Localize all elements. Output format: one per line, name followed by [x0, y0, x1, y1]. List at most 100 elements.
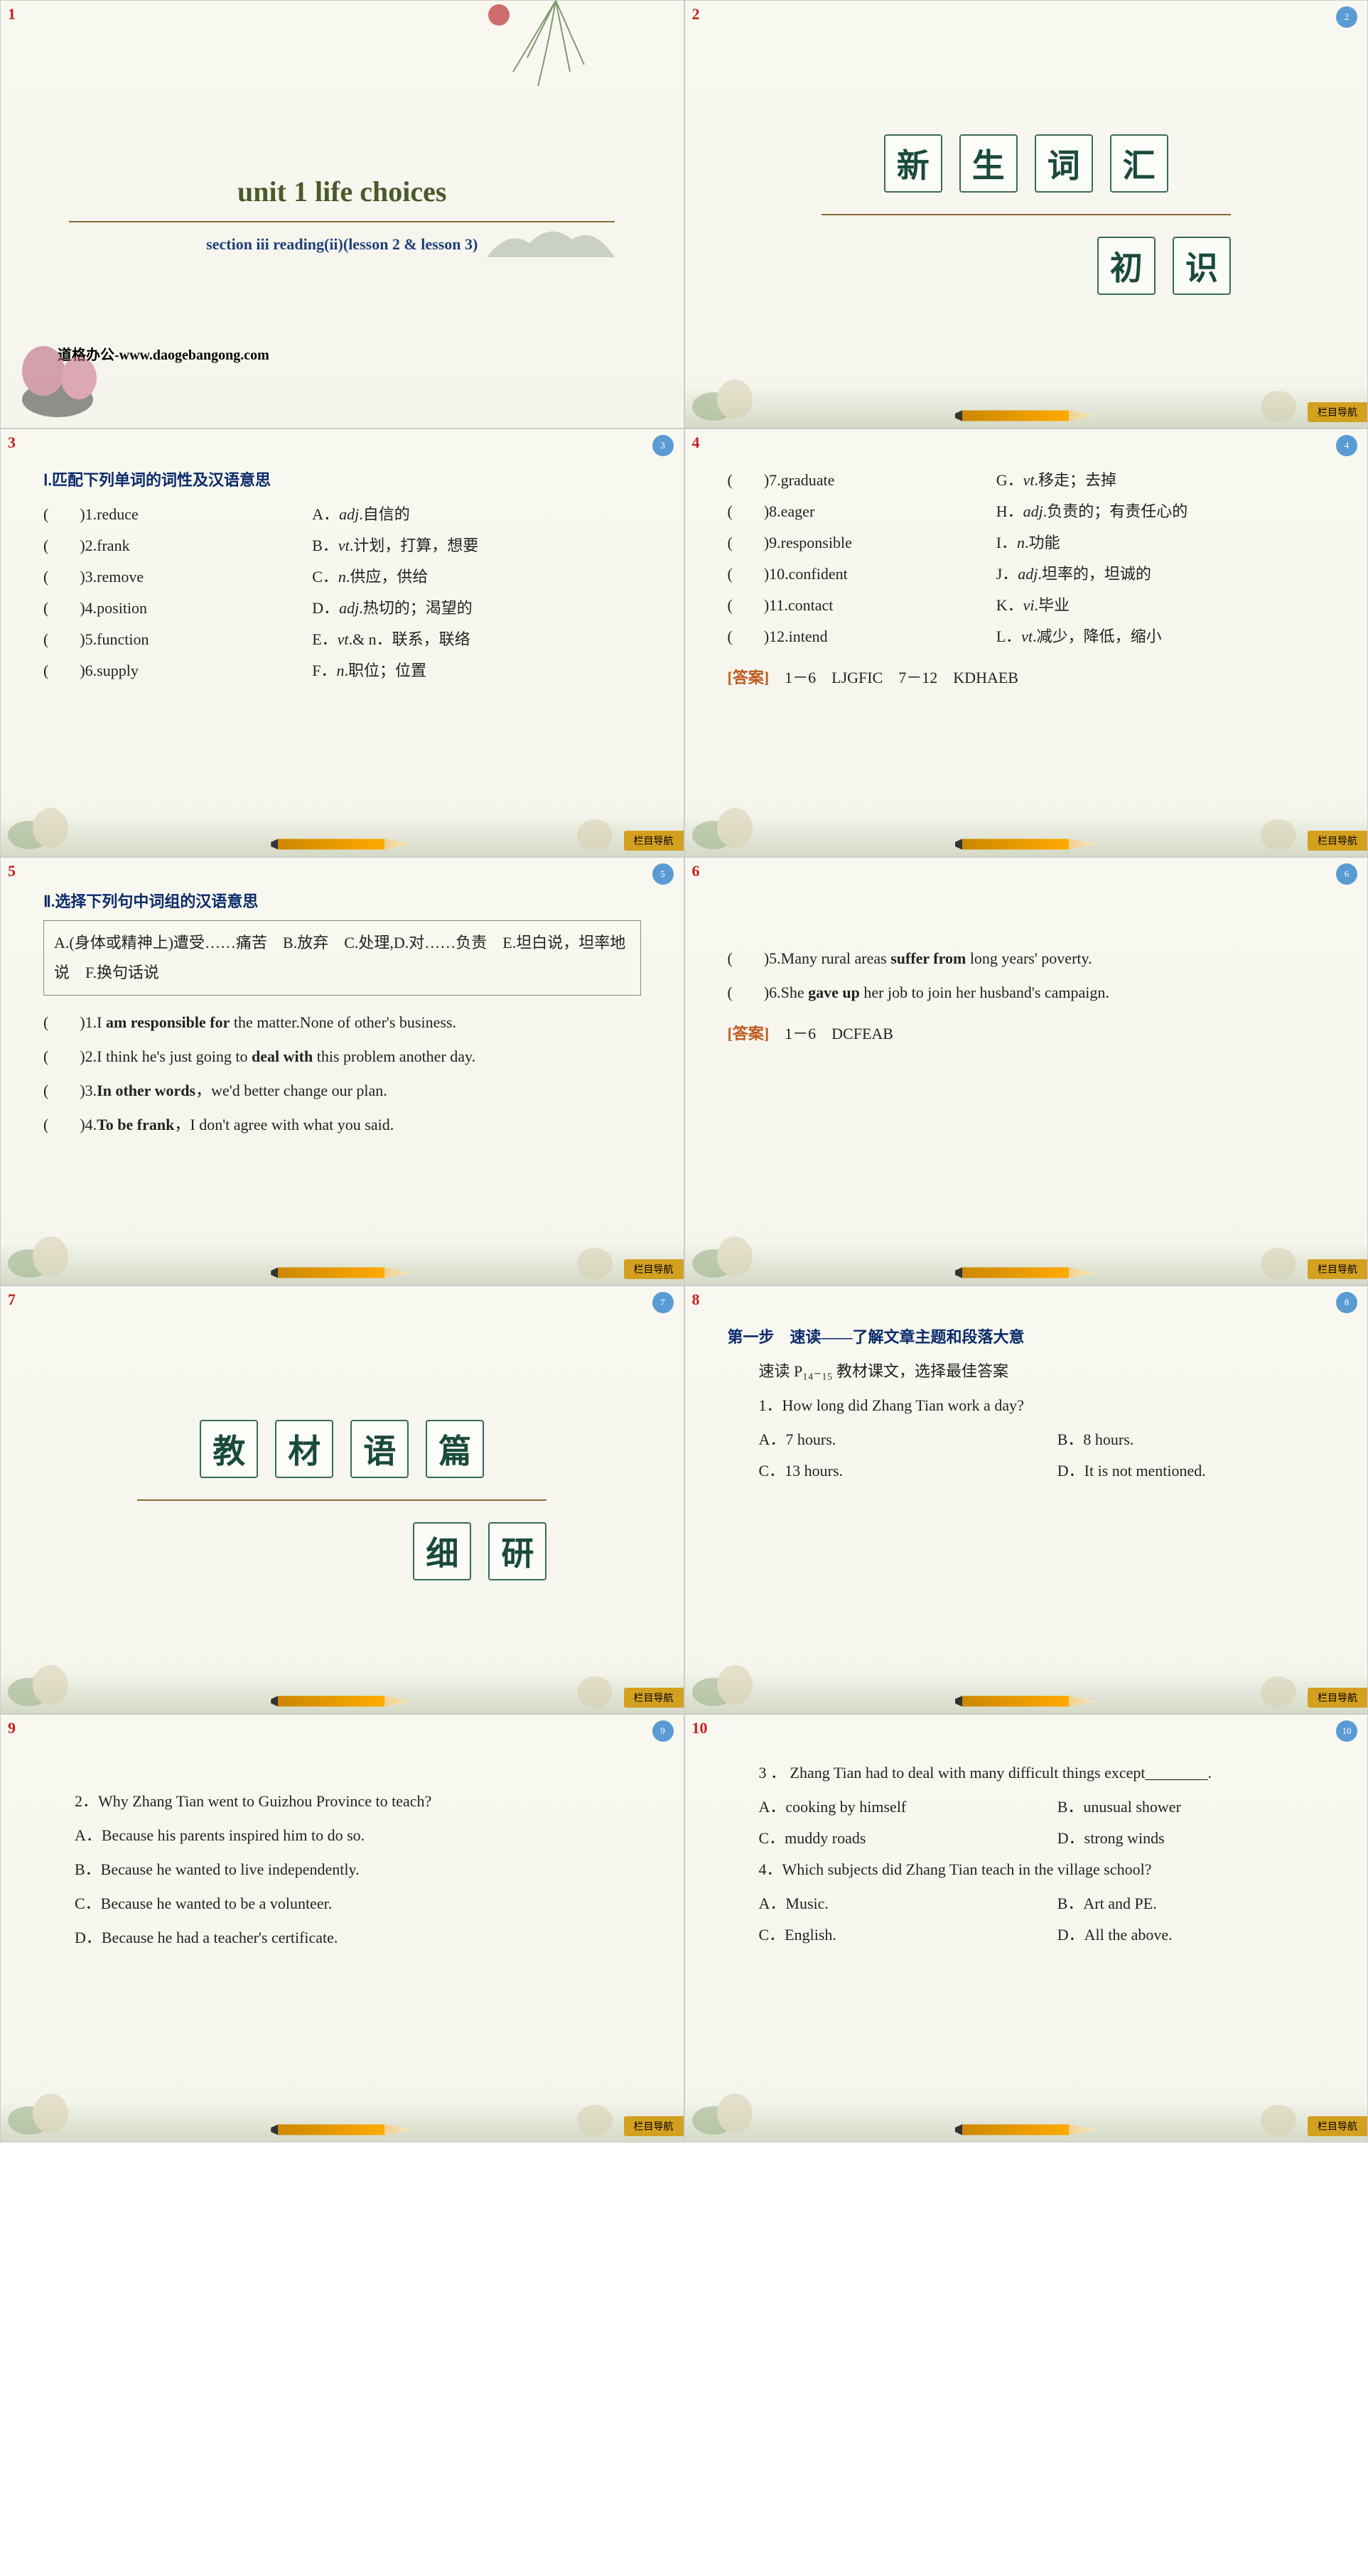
answer-line: [答案] 1－6 DCFEAB	[728, 1018, 1325, 1050]
slide-7: 7 7 教 材 语 篇 细 研 栏目导航	[0, 1286, 684, 1714]
slide-number: 10	[692, 1719, 708, 1737]
vocab-row: ( )8.eagerH．adj.负责的；有责任心的	[728, 496, 1325, 527]
slide-number: 6	[692, 862, 700, 880]
nav-tab[interactable]: 栏目导航	[624, 831, 684, 851]
nav-tab[interactable]: 栏目导航	[1308, 1688, 1367, 1708]
def-cell: E．vt.& n．联系，联络	[312, 624, 640, 655]
nav-tab[interactable]: 栏目导航	[624, 1259, 684, 1279]
slide-9: 9 9 2．Why Zhang Tian went to Guizhou Pro…	[0, 1714, 684, 2143]
nav-tab[interactable]: 栏目导航	[1308, 2116, 1367, 2136]
char-box: 研	[488, 1522, 546, 1580]
exercise-content: 第一步 速读——了解文章主题和段落大意 速读 P₁₄₋₁₅ 教材课文，选择最佳答…	[685, 1286, 1368, 1543]
nav-tab[interactable]: 栏目导航	[1308, 402, 1367, 422]
char-box: 词	[1035, 134, 1093, 193]
vocab-row: ( )3.removeC．n.供应，供给	[43, 561, 641, 593]
char-box: 语	[350, 1420, 409, 1478]
options: A．Music. B．Art and PE. C．English. D．All …	[728, 1888, 1325, 1951]
section-subtitle: section iii reading(ii)(lesson 2 & lesso…	[206, 235, 478, 254]
page-badge: 2	[1336, 6, 1357, 28]
option: B．8 hours.	[1026, 1424, 1325, 1455]
mountain-icon	[487, 215, 615, 257]
slide-5: 5 5 Ⅱ.选择下列句中词组的汉语意思 A.(身体或精神上)遭受……痛苦 B.放…	[0, 857, 684, 1286]
exercise-content: ( )7.graduateG．vt.移走；去掉( )8.eagerH．adj.负…	[685, 429, 1368, 753]
flower-right-icon	[563, 1656, 627, 1713]
page-badge: 3	[652, 435, 674, 456]
flower-left-icon	[1, 2071, 86, 2142]
slide-8: 8 8 第一步 速读——了解文章主题和段落大意 速读 P₁₄₋₁₅ 教材课文，选…	[684, 1286, 1368, 1714]
answer-text: 1－6 DCFEAB	[785, 1025, 893, 1042]
char-box: 初	[1097, 237, 1156, 295]
nav-tab[interactable]: 栏目导航	[1308, 1259, 1367, 1279]
slide-number: 5	[8, 862, 16, 880]
step-heading: 第一步 速读——了解文章主题和段落大意	[728, 1322, 1325, 1353]
divider	[822, 214, 1231, 215]
option: A．Music.	[728, 1888, 1026, 1919]
option: C．13 hours.	[728, 1455, 1026, 1487]
question: 4．Which subjects did Zhang Tian teach in…	[728, 1854, 1325, 1885]
slide-10: 10 10 3 ． Zhang Tian had to deal with ma…	[684, 1714, 1368, 2143]
options: A．7 hours. B．8 hours. C．13 hours. D．It i…	[728, 1424, 1325, 1487]
page-badge: 9	[652, 1720, 674, 1742]
page-badge: 6	[1336, 863, 1357, 885]
nav-tab[interactable]: 栏目导航	[624, 2116, 684, 2136]
options: A．cooking by himself B．unusual shower C．…	[728, 1791, 1325, 1854]
flower-right-icon	[1246, 2085, 1310, 2142]
exercise-content: 2．Why Zhang Tian went to Guizhou Provinc…	[1, 1715, 684, 2013]
option: D．All the above.	[1026, 1919, 1325, 1951]
sentence-item: ( )3.In other words，we'd better change o…	[43, 1075, 641, 1106]
option: B．Art and PE.	[1026, 1888, 1325, 1919]
flower-right-icon	[1246, 799, 1310, 856]
word-cell: ( )4.position	[43, 593, 312, 624]
def-cell: F．n.职位；位置	[312, 655, 640, 686]
def-cell: K．vi.毕业	[996, 590, 1325, 621]
slide-4: 4 4 ( )7.graduateG．vt.移走；去掉( )8.eagerH．a…	[684, 429, 1368, 857]
sub-char-row: 细 研	[137, 1522, 546, 1580]
slide7-inner: 教 材 语 篇 细 研	[1, 1286, 684, 1713]
slide2-inner: 新 生 词 汇 初 识	[685, 1, 1368, 428]
flower-right-icon	[1246, 1656, 1310, 1713]
exercise-content: ( )5.Many rural areas suffer from long y…	[685, 858, 1368, 1109]
exercise-content: Ⅱ.选择下列句中词组的汉语意思 A.(身体或精神上)遭受……痛苦 B.放弃 C.…	[1, 858, 684, 1200]
vocab-row: ( )12.intendL．vt.减少，降低，缩小	[728, 621, 1325, 652]
char-box: 新	[884, 134, 942, 193]
page-badge: 4	[1336, 435, 1357, 456]
exercise-heading: Ⅱ.选择下列句中词组的汉语意思	[43, 886, 641, 917]
slide-2: 2 2 新 生 词 汇 初 识 栏目导航	[684, 0, 1368, 429]
nav-tab[interactable]: 栏目导航	[624, 1688, 684, 1708]
question: 3 ． Zhang Tian had to deal with many dif…	[728, 1757, 1325, 1789]
sentence-item: ( )1.I am responsible for the matter.Non…	[43, 1007, 641, 1038]
word-cell: ( )11.contact	[728, 590, 996, 621]
answer-label: [答案]	[728, 1025, 770, 1042]
ink-flower-icon	[1, 300, 200, 428]
willow-icon	[470, 1, 641, 114]
option: C．Because he wanted to be a volunteer.	[43, 1888, 641, 1919]
option: A．Because his parents inspired him to do…	[43, 1820, 641, 1851]
answer-line: [答案] 1－6 LJGFIC 7－12 KDHAEB	[728, 662, 1325, 694]
vocab-row: ( )11.contactK．vi.毕业	[728, 590, 1325, 621]
option: C．muddy roads	[728, 1823, 1026, 1854]
flower-left-icon	[685, 785, 770, 856]
word-cell: ( )6.supply	[43, 655, 312, 686]
nav-tab[interactable]: 栏目导航	[1308, 831, 1367, 851]
word-cell: ( )10.confident	[728, 559, 996, 590]
word-cell: ( )12.intend	[728, 621, 996, 652]
def-cell: G．vt.移走；去掉	[996, 465, 1325, 496]
flower-right-icon	[563, 799, 627, 856]
option: D．strong winds	[1026, 1823, 1325, 1854]
page-badge: 8	[1336, 1292, 1357, 1313]
sentence-item: ( )4.To be frank，I don't agree with what…	[43, 1109, 641, 1141]
question: 1．How long did Zhang Tian work a day?	[728, 1390, 1325, 1421]
option: C．English.	[728, 1919, 1026, 1951]
flower-right-icon	[563, 1228, 627, 1285]
flower-left-icon	[1, 1214, 86, 1285]
char-box: 篇	[426, 1420, 484, 1478]
flower-right-icon	[563, 2085, 627, 2142]
char-row: 教 材 语 篇	[200, 1420, 484, 1478]
flower-left-icon	[685, 1214, 770, 1285]
option: A．cooking by himself	[728, 1791, 1026, 1823]
step-sub: 速读 P₁₄₋₁₅ 教材课文，选择最佳答案	[728, 1356, 1325, 1387]
divider	[137, 1499, 546, 1501]
vocab-row: ( )9.responsibleI．n.功能	[728, 527, 1325, 559]
options-box: A.(身体或精神上)遭受……痛苦 B.放弃 C.处理,D.对……负责 E.坦白说…	[43, 920, 641, 996]
word-cell: ( )5.function	[43, 624, 312, 655]
